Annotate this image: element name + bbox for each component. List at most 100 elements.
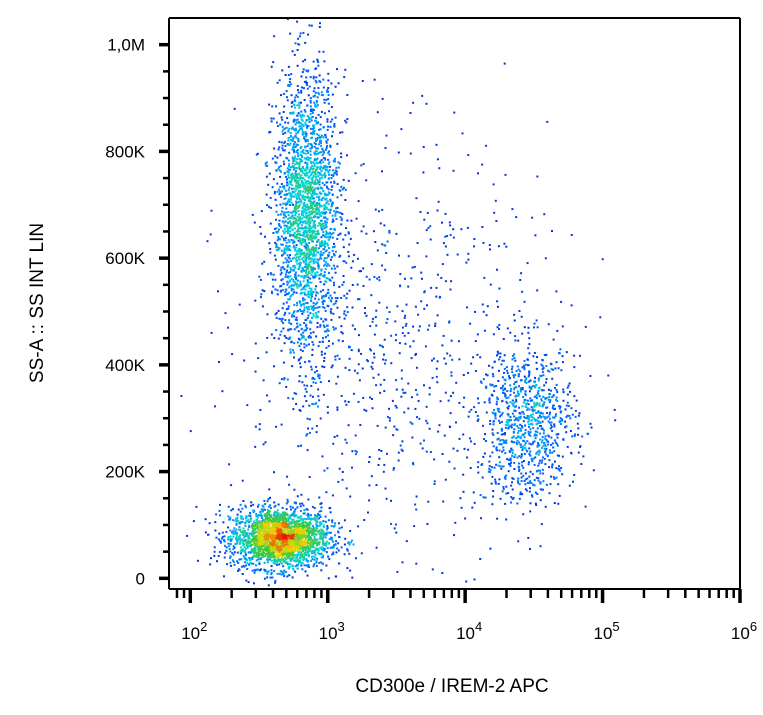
event-point [321,306,324,309]
event-point [301,238,304,240]
event-point [298,551,301,554]
event-point [300,538,303,541]
event-point [294,206,297,208]
event-point [264,162,267,165]
event-point [296,193,299,196]
event-point [248,541,251,544]
event-point [552,368,555,371]
event-point [287,228,290,231]
event-point [253,571,256,574]
event-point [289,532,292,535]
event-point [301,336,304,339]
event-point [307,208,310,211]
event-point [289,280,292,283]
event-point [278,563,281,566]
event-point [327,519,330,522]
event-point [344,199,347,201]
event-point [314,288,317,291]
event-point [286,554,289,556]
event-point [307,306,310,309]
event-point [258,563,261,565]
event-point [306,150,309,152]
event-point [261,533,264,536]
event-point [282,185,284,188]
event-point [328,247,331,250]
event-point [312,532,315,535]
event-point [300,333,303,336]
event-point [293,539,296,542]
event-point [266,531,269,534]
event-point [511,412,514,415]
event-point [555,361,558,364]
event-point [291,126,294,129]
event-point [317,262,320,265]
event-point [284,203,287,206]
event-point [500,433,503,436]
event-point [281,278,284,281]
event-point [272,117,275,120]
event-point [302,233,305,236]
event-point [270,117,273,120]
event-point [277,168,280,171]
event-point [298,197,301,200]
event-point [270,565,273,568]
event-point [313,532,316,535]
event-point [280,226,282,229]
event-point [318,306,321,308]
event-point [268,514,271,516]
event-point [502,433,505,435]
event-point [255,539,258,542]
event-point [282,202,285,205]
event-point [320,91,323,94]
event-point [274,155,277,158]
event-point [510,419,512,422]
event-point [304,540,307,543]
event-point [292,166,295,168]
event-point [315,150,318,153]
event-point [325,136,328,139]
event-point [258,561,261,564]
event-point [228,548,231,550]
event-point [297,561,300,564]
event-point [537,479,540,482]
event-point [322,126,325,129]
event-point [309,167,312,170]
event-point [250,557,252,560]
event-point [302,221,305,224]
event-point [302,220,305,223]
event-point [294,119,297,122]
event-point [312,381,315,384]
event-point [270,516,273,519]
event-point [348,243,351,246]
event-point [505,397,508,399]
event-point [329,299,332,302]
event-point [313,371,316,374]
event-point [292,246,295,249]
event-point [280,279,283,282]
event-point [315,291,318,294]
event-point [320,214,323,217]
event-point [238,568,241,571]
event-point [314,382,317,384]
event-point [324,263,327,266]
event-point [260,530,263,533]
event-point [314,68,317,70]
event-point [300,547,303,550]
event-point [282,267,285,270]
event-point [319,290,322,293]
event-point [290,223,293,226]
event-point [313,130,316,132]
event-point [317,196,320,199]
event-point [294,170,297,172]
event-point [319,142,322,145]
event-point [274,518,277,521]
event-point [495,400,498,403]
event-point [326,324,328,327]
event-point [274,504,277,507]
event-point [300,75,303,78]
event-point [289,254,291,257]
event-point [246,559,249,561]
event-point [265,546,268,549]
event-point [297,43,300,46]
event-point [309,196,312,199]
